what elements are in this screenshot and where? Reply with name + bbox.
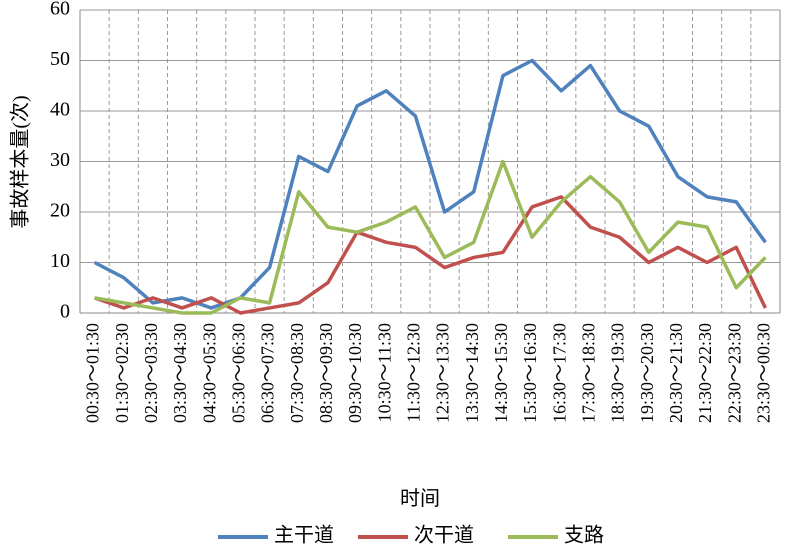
x-tick-label: 10:30～11:30 bbox=[374, 323, 394, 422]
x-axis-label: 时间 bbox=[400, 487, 440, 510]
x-tick-label: 01:30～02:30 bbox=[112, 323, 132, 423]
x-tick-label: 08:30～09:30 bbox=[316, 323, 336, 423]
x-tick-label: 22:30～23:30 bbox=[724, 323, 744, 423]
series-line bbox=[94, 159, 767, 315]
x-tick-label: 09:30～10:30 bbox=[345, 323, 365, 423]
y-axis-label: 事故样本量(次) bbox=[9, 95, 32, 228]
x-tick-label: 12:30～13:30 bbox=[433, 323, 453, 423]
y-tick-label: 50 bbox=[50, 48, 70, 70]
x-tick-label: 05:30～06:30 bbox=[229, 323, 249, 423]
y-tick-label: 60 bbox=[50, 0, 70, 20]
x-tick-label: 11:30～12:30 bbox=[404, 323, 424, 422]
legend-label: 支路 bbox=[564, 524, 604, 547]
y-tick-label: 0 bbox=[60, 301, 70, 323]
x-tick-label: 15:30～16:30 bbox=[520, 323, 540, 423]
x-tick-label: 06:30～07:30 bbox=[258, 323, 278, 423]
x-tick-label: 07:30～08:30 bbox=[287, 323, 307, 423]
x-tick-label: 17:30～18:30 bbox=[579, 323, 599, 423]
series-line bbox=[94, 195, 767, 315]
y-tick-label: 10 bbox=[50, 250, 70, 272]
series-line bbox=[93, 58, 767, 310]
legend-label: 次干道 bbox=[414, 524, 474, 547]
x-tick-label: 00:30～01:30 bbox=[83, 323, 103, 423]
legend-label: 主干道 bbox=[274, 524, 334, 547]
x-tick-label: 13:30～14:30 bbox=[462, 323, 482, 423]
x-tick-label: 14:30～15:30 bbox=[491, 323, 511, 423]
x-tick-label: 16:30～17:30 bbox=[549, 323, 569, 423]
x-tick-label: 20:30～21:30 bbox=[666, 323, 686, 423]
y-tick-label: 40 bbox=[50, 99, 70, 121]
y-tick-label: 30 bbox=[50, 149, 70, 171]
x-tick-label: 03:30～04:30 bbox=[170, 323, 190, 423]
x-tick-label: 23:30～00:30 bbox=[754, 323, 774, 423]
x-tick-label: 18:30～19:30 bbox=[608, 323, 628, 423]
x-tick-label: 04:30～05:30 bbox=[199, 323, 219, 423]
x-tick-label: 21:30～22:30 bbox=[695, 323, 715, 423]
x-tick-label: 02:30～03:30 bbox=[141, 323, 161, 423]
x-tick-label: 19:30～20:30 bbox=[637, 323, 657, 423]
y-tick-label: 20 bbox=[50, 200, 70, 222]
